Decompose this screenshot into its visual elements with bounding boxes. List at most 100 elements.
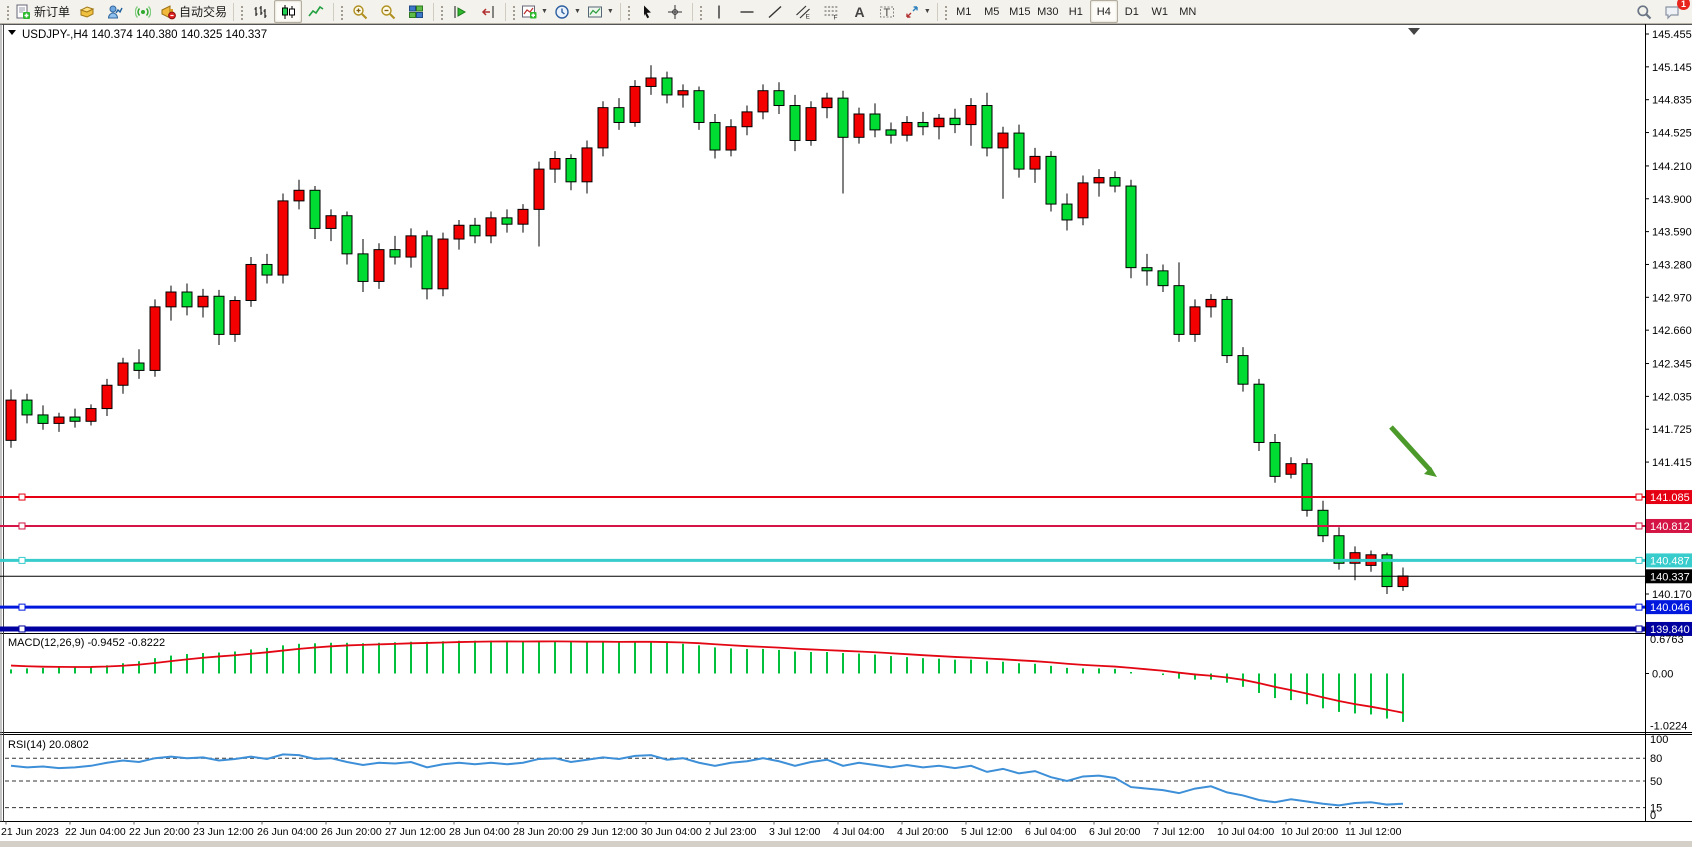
- timeframe-m30-button[interactable]: M30: [1034, 0, 1062, 23]
- hline-handle[interactable]: [18, 493, 26, 501]
- periods-button[interactable]: ▼: [551, 0, 584, 23]
- vertical-line-button[interactable]: [705, 0, 733, 23]
- candle-body: [901, 121, 913, 136]
- horizontal-line-button[interactable]: [733, 0, 761, 23]
- rsi-scale-label: 50: [1650, 776, 1662, 788]
- candle-body: [837, 97, 849, 138]
- price-tick-label: 144.835: [1652, 95, 1692, 107]
- candle-body: [341, 215, 353, 255]
- candle-body: [677, 90, 689, 96]
- candle-body: [469, 224, 481, 237]
- chevron-down-icon: ▼: [541, 8, 548, 15]
- timeframe-h4-button[interactable]: H4: [1089, 0, 1118, 23]
- candle-body: [325, 215, 337, 229]
- candle-body: [1077, 182, 1089, 219]
- candle-body: [821, 97, 833, 109]
- time-axis-label: 22 Jun 04:00: [65, 826, 126, 838]
- macd-label: MACD(12,26,9) -0.9452 -0.8222: [8, 637, 165, 649]
- auto-scroll-button[interactable]: [446, 0, 474, 23]
- timeframe-label: M30: [1037, 5, 1059, 18]
- search-button[interactable]: [1630, 0, 1658, 23]
- candle-body: [1285, 463, 1297, 475]
- candle-body: [421, 235, 433, 290]
- new-order-button[interactable]: 新订单: [12, 0, 73, 23]
- timeframe-mn-button[interactable]: MN: [1174, 0, 1202, 23]
- candle-body: [245, 263, 257, 301]
- macd-scale-bottom: -1.0224: [1650, 721, 1687, 733]
- candle-body: [965, 105, 977, 126]
- candle-body: [197, 295, 209, 308]
- timeframe-label: W1: [1151, 5, 1169, 18]
- macd-scale-zero: 0.00: [1652, 669, 1673, 681]
- hline-handle[interactable]: [1635, 556, 1643, 564]
- auto-trading-button[interactable]: 自动交易: [157, 0, 230, 23]
- annotation-arrow-head[interactable]: [1424, 467, 1437, 477]
- timeframe-m5-button[interactable]: M5: [978, 0, 1006, 23]
- arrows-button[interactable]: ▼: [901, 0, 934, 23]
- trendline-button[interactable]: [761, 0, 789, 23]
- crosshair-button[interactable]: [661, 0, 689, 23]
- candle-body: [565, 158, 577, 183]
- templates-button[interactable]: ▼: [584, 0, 617, 23]
- channel-icon: E: [795, 5, 810, 20]
- hline-handle[interactable]: [1635, 522, 1643, 530]
- chart-menu-icon[interactable]: [8, 30, 16, 35]
- cursor-button[interactable]: [633, 0, 661, 23]
- candlestick-icon: [282, 4, 296, 19]
- candle-body: [277, 200, 289, 276]
- candle-body: [101, 384, 113, 410]
- candlestick-button[interactable]: [274, 0, 303, 23]
- auto-trading-icon: [161, 4, 176, 19]
- candle-body: [1045, 155, 1057, 205]
- candle-body: [1157, 270, 1169, 287]
- candle-body: [165, 291, 177, 308]
- price-tick-label: 144.525: [1652, 128, 1692, 140]
- equidistant-channel-button[interactable]: E: [789, 0, 817, 23]
- bar-chart-button[interactable]: [246, 0, 274, 23]
- zoom-out-button[interactable]: [374, 0, 402, 23]
- timeframe-m1-button[interactable]: M1: [950, 0, 978, 23]
- arrows-icon: [906, 5, 918, 18]
- candle-body: [1093, 177, 1105, 184]
- signals-button[interactable]: [129, 0, 157, 23]
- candle-body: [133, 362, 145, 371]
- hline-handle[interactable]: [1635, 625, 1643, 633]
- tile-windows-button[interactable]: [402, 0, 430, 23]
- rsi-scale-label: 100: [1650, 734, 1668, 746]
- chart-shift-marker[interactable]: [1408, 28, 1420, 35]
- time-axis-label: 21 Jun 2023: [1, 826, 59, 838]
- chart-shift-icon: [481, 5, 494, 18]
- rsi-scale-label: 15: [1650, 803, 1662, 815]
- text-label-button[interactable]: T: [873, 0, 901, 23]
- line-chart-button[interactable]: [302, 0, 330, 23]
- text-button[interactable]: A: [845, 0, 873, 23]
- candle-body: [405, 235, 417, 258]
- chart-title: USDJPY-,H4 140.374 140.380 140.325 140.3…: [22, 29, 267, 41]
- hline-handle[interactable]: [18, 556, 26, 564]
- notifications-button[interactable]: 1: [1658, 0, 1690, 23]
- timeframe-w1-button[interactable]: W1: [1146, 0, 1174, 23]
- svg-text:F: F: [833, 14, 837, 20]
- zoom-in-button[interactable]: [346, 0, 374, 23]
- timeframe-m15-button[interactable]: M15: [1006, 0, 1034, 23]
- hline-handle[interactable]: [18, 625, 26, 633]
- open-chart-button[interactable]: [73, 0, 101, 23]
- hline-handle[interactable]: [1635, 493, 1643, 501]
- periods-icon: [555, 4, 569, 19]
- candle-body: [1189, 306, 1201, 335]
- timeframe-d1-button[interactable]: D1: [1118, 0, 1146, 23]
- current-price-label: 140.337: [1650, 571, 1690, 583]
- timeframe-label: H1: [1068, 5, 1083, 18]
- profiles-button[interactable]: [101, 0, 129, 23]
- indicators-button[interactable]: ▼: [518, 0, 551, 23]
- timeframe-h1-button[interactable]: H1: [1062, 0, 1090, 23]
- crosshair-icon: [667, 4, 682, 19]
- candle-body: [741, 111, 753, 128]
- hline-handle[interactable]: [1635, 603, 1643, 611]
- chart-shift-button[interactable]: [474, 0, 502, 23]
- annotation-arrow-shaft[interactable]: [1389, 425, 1432, 472]
- hline-handle[interactable]: [18, 603, 26, 611]
- hline-handle[interactable]: [18, 522, 26, 530]
- hline-price-label: 141.085: [1650, 492, 1690, 504]
- fibonacci-button[interactable]: F: [817, 0, 845, 23]
